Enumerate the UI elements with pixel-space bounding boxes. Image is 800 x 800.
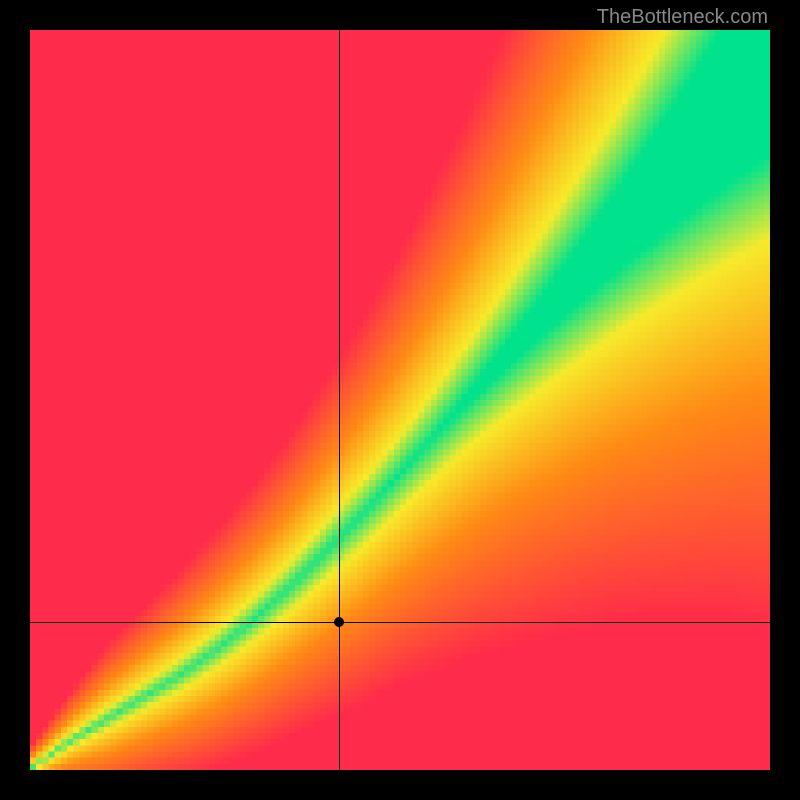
bottleneck-heatmap (30, 30, 770, 770)
crosshair-vertical (339, 30, 340, 770)
crosshair-marker (334, 617, 344, 627)
watermark-text: TheBottleneck.com (597, 6, 768, 29)
crosshair-horizontal (30, 622, 770, 623)
heatmap-canvas (30, 30, 770, 770)
